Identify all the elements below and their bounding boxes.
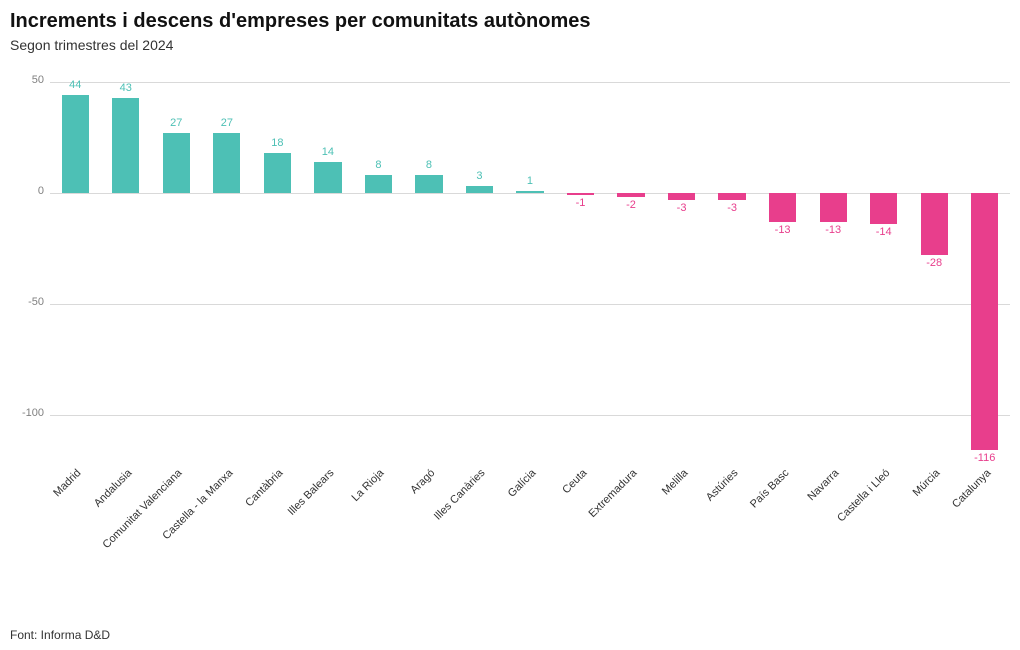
bar-value-label: 27 — [151, 117, 202, 129]
bar — [668, 193, 695, 200]
x-tick-label: Andalusia — [92, 467, 135, 510]
bar-group: 1 — [505, 71, 556, 459]
y-tick-label: 0 — [38, 185, 44, 197]
x-tick-label: Galícia — [506, 467, 539, 500]
bar — [617, 193, 644, 197]
chart-subtitle: Segon trimestres del 2024 — [10, 37, 1010, 53]
x-tick-label: País Basc — [748, 467, 792, 511]
bar-group: 43 — [101, 71, 152, 459]
bar-group: -28 — [909, 71, 960, 459]
bar-value-label: -28 — [909, 257, 960, 269]
bar-group: 27 — [151, 71, 202, 459]
bar-value-label: 27 — [202, 117, 253, 129]
y-tick-label: -100 — [22, 407, 44, 419]
bar-value-label: -14 — [858, 226, 909, 238]
bar-group: -13 — [757, 71, 808, 459]
bar-group: 8 — [353, 71, 404, 459]
bar — [213, 133, 240, 193]
bar-group: 8 — [404, 71, 455, 459]
bar-value-label: 1 — [505, 175, 556, 187]
chart-area: 4443272718148831-1-2-3-3-13-13-14-28-116… — [10, 71, 1010, 579]
x-tick-label: Madrid — [51, 467, 83, 499]
x-tick-label: Castella i Lleó — [835, 467, 892, 524]
bar-group: -1 — [555, 71, 606, 459]
x-tick-label: Illes Balears — [286, 467, 337, 518]
chart-footer: Font: Informa D&D — [10, 628, 110, 642]
x-tick-label: Astúries — [704, 467, 741, 504]
chart-title: Increments i descens d'empreses per comu… — [10, 10, 1010, 33]
bar-value-label: 8 — [404, 159, 455, 171]
bar-group: 44 — [50, 71, 101, 459]
bar-value-label: 44 — [50, 79, 101, 91]
x-tick-label: Cantàbria — [244, 467, 286, 509]
x-tick-label: Catalunya — [950, 467, 994, 511]
bar-group: 27 — [202, 71, 253, 459]
bar-value-label: -13 — [808, 224, 859, 236]
bar — [516, 191, 543, 193]
x-tick-label: Navarra — [805, 467, 841, 503]
plot-area: 4443272718148831-1-2-3-3-13-13-14-28-116 — [50, 71, 1010, 459]
bar — [415, 175, 442, 193]
bar-value-label: -3 — [656, 202, 707, 214]
x-tick-label: Múrcia — [911, 467, 943, 499]
x-tick-label: Ceuta — [560, 467, 589, 496]
bar — [769, 193, 796, 222]
bar — [921, 193, 948, 255]
bar-value-label: -3 — [707, 202, 758, 214]
bar-value-label: 18 — [252, 137, 303, 149]
bar-value-label: -2 — [606, 199, 657, 211]
bar — [163, 133, 190, 193]
bar-group: -116 — [959, 71, 1010, 459]
bar-group: 14 — [303, 71, 354, 459]
x-tick-label: Melilla — [660, 467, 691, 498]
y-tick-label: 50 — [32, 74, 44, 86]
y-tick-label: -50 — [28, 296, 44, 308]
bar-value-label: 3 — [454, 170, 505, 182]
bar — [870, 193, 897, 224]
bar-group: -13 — [808, 71, 859, 459]
x-tick-label: La Rioja — [350, 467, 387, 504]
bar — [567, 193, 594, 195]
bar-value-label: -116 — [959, 452, 1010, 464]
bar-value-label: 43 — [101, 82, 152, 94]
bar — [971, 193, 998, 450]
bar-group: 3 — [454, 71, 505, 459]
bar-value-label: -13 — [757, 224, 808, 236]
bar-group: 18 — [252, 71, 303, 459]
bar-group: -14 — [858, 71, 909, 459]
bar — [820, 193, 847, 222]
bar — [718, 193, 745, 200]
bar — [365, 175, 392, 193]
bar — [314, 162, 341, 193]
bar-group: -3 — [656, 71, 707, 459]
x-tick-label: Illes Canàries — [432, 467, 488, 523]
bar-value-label: -1 — [555, 197, 606, 209]
bar — [466, 186, 493, 193]
x-tick-label: Aragó — [408, 467, 437, 496]
bar — [112, 98, 139, 193]
bar-group: -3 — [707, 71, 758, 459]
bar-value-label: 14 — [303, 146, 354, 158]
bar-value-label: 8 — [353, 159, 404, 171]
bar — [264, 153, 291, 193]
bar-group: -2 — [606, 71, 657, 459]
x-tick-label: Extremadura — [587, 467, 640, 520]
bar — [62, 95, 89, 193]
